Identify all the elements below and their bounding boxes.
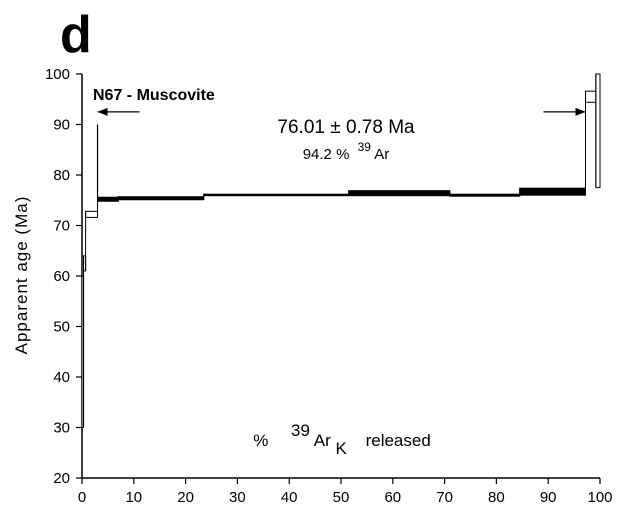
age-step-11 (595, 73, 601, 189)
x-tick-label: 20 (177, 489, 194, 506)
y-tick-label: 70 (53, 218, 70, 235)
plateau-start-arrowhead (97, 107, 108, 116)
x-tick-label: 60 (384, 489, 401, 506)
x-axis-label-prefix: % (253, 431, 268, 450)
y-tick-label: 80 (53, 167, 70, 184)
y-axis-ticks: 20 30 40 50 60 70 80 90 100 (45, 66, 82, 487)
plateau-fraction-element: Ar (374, 146, 389, 163)
y-tick-label: 100 (45, 66, 70, 83)
x-tick-label: 90 (540, 489, 557, 506)
x-tick-label: 30 (229, 489, 246, 506)
plateau-fraction-label: 94.2 % 39 Ar (303, 138, 390, 163)
plateau-arrows (96, 107, 586, 198)
x-tick-label: 50 (333, 489, 350, 506)
x-axis-label: % 39 Ar K released (253, 421, 431, 458)
y-tick-label: 50 (53, 319, 70, 336)
x-tick-label: 0 (78, 489, 86, 506)
y-tick-label: 90 (53, 117, 70, 134)
y-tick-label: 20 (53, 470, 70, 487)
age-step-7 (348, 190, 451, 197)
age-step-4 (97, 196, 119, 202)
sample-label: N67 - Muscovite (93, 87, 215, 104)
plateau-fraction-mass: 39 (358, 140, 372, 154)
age-step-9 (519, 187, 586, 196)
x-tick-label: 80 (488, 489, 505, 506)
panel-letter: d (60, 6, 92, 64)
x-axis-label-subscript: K (336, 439, 348, 458)
x-tick-label: 10 (125, 489, 142, 506)
plateau-fraction-prefix: 94.2 % (303, 146, 350, 163)
x-tick-label: 100 (587, 489, 612, 506)
age-step-6 (203, 193, 350, 197)
plateau-age-label: 76.01 ± 0.78 Ma (277, 117, 415, 138)
y-tick-label: 60 (53, 268, 70, 285)
age-step-3 (85, 210, 99, 218)
x-axis-label-element: Ar (314, 431, 331, 450)
y-tick-label: 30 (53, 420, 70, 437)
x-tick-label: 40 (281, 489, 298, 506)
x-axis-ticks: 0 10 20 30 40 50 60 70 80 90 100 (78, 478, 613, 506)
plateau-end-arrowhead (575, 107, 586, 116)
x-axis-label-mass: 39 (291, 421, 310, 440)
age-steps (81, 73, 601, 428)
x-axis-label-suffix: released (366, 431, 431, 450)
age-step-5 (117, 196, 205, 201)
x-tick-label: 70 (436, 489, 453, 506)
y-axis-label: Apparent age (Ma) (12, 196, 31, 355)
age-step-10 (584, 90, 597, 103)
age-step-8 (449, 193, 521, 197)
y-tick-label: 40 (53, 369, 70, 386)
